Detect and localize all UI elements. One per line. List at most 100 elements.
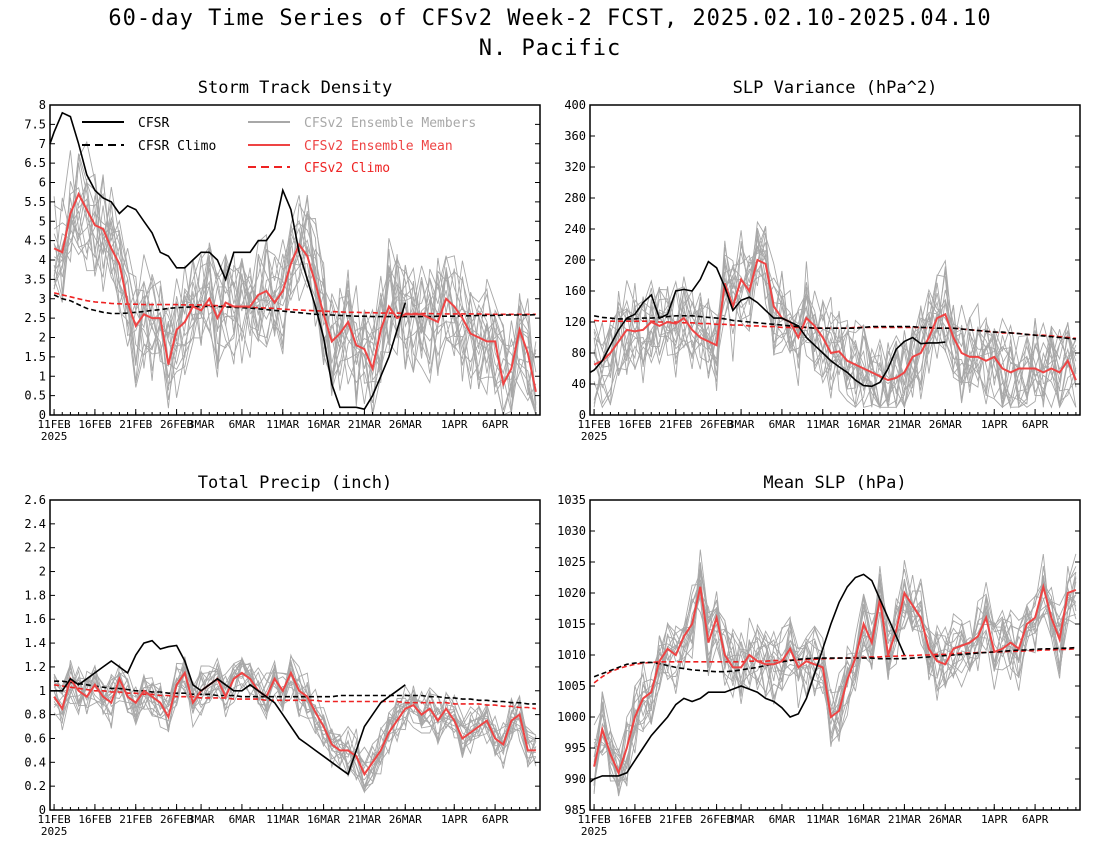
panel-total-precip: Total Precip (inch) 0 0.2 0.4 0.6 0.8 1 1.2 1.4 1… — [24, 473, 541, 838]
x-tick-label: 1APR — [981, 418, 1008, 431]
x-tick-label: 3MAR — [728, 418, 755, 431]
x-tick-label: 6APR — [482, 813, 509, 826]
y-tick-label: 0.5 — [24, 389, 46, 403]
ensemble-member-line — [593, 562, 1077, 787]
y-tick-label: 985 — [564, 803, 586, 817]
y-tick-label: 1005 — [557, 679, 586, 693]
x-tick-label: 26FEB — [700, 813, 733, 826]
ensemble-member-line — [53, 195, 537, 414]
y-tick-label: 1.8 — [24, 588, 46, 602]
x-tick-label: 3MAR — [188, 813, 215, 826]
x-tick-label: 26FEB — [160, 418, 193, 431]
x-tick-label: 21MAR — [348, 813, 381, 826]
x-tick-label: 16FEB — [78, 418, 111, 431]
y-tick-label: 1015 — [557, 617, 586, 631]
y-tick-label: 4 — [39, 253, 46, 267]
x-tick-label: 6MAR — [229, 813, 256, 826]
y-tick-label: 0 — [579, 408, 586, 422]
x-tick-label: 26FEB — [700, 418, 733, 431]
y-tick-label: 360 — [564, 129, 586, 143]
x-tick-label: 26MAR — [389, 813, 422, 826]
y-tick-label: 1.6 — [24, 612, 46, 626]
y-tick-label: 3.5 — [24, 272, 46, 286]
ensemble-member-line — [593, 549, 1077, 773]
ensemble-member-line — [53, 140, 537, 416]
x-tick-label: 11FEB — [38, 813, 71, 826]
ensemble-member-line — [593, 234, 1077, 408]
ensemble-member-line — [53, 182, 537, 406]
y-tick-label: 0.2 — [24, 779, 46, 793]
x-tick-label: 11MAR — [266, 813, 299, 826]
x-tick-label: 26FEB — [160, 813, 193, 826]
x-tick-label: 16MAR — [847, 418, 880, 431]
x-tick-label: 21MAR — [888, 418, 921, 431]
ensemble-member-line — [593, 566, 1077, 786]
y-tick-label: 1010 — [557, 648, 586, 662]
x-tick-label: 11FEB — [578, 418, 611, 431]
x-tick-label: 6APR — [482, 418, 509, 431]
ensemble-member-line — [53, 174, 537, 395]
y-tick-label: 200 — [564, 253, 586, 267]
y-tick-label: 990 — [564, 772, 586, 786]
legend-label-cfsr-climo: CFSR Climo — [138, 139, 216, 154]
panel-mean-slp: Mean SLP (hPa) 985 990 995 1000 1005 1010 1015 1… — [557, 473, 1081, 838]
ensemble-member-line — [593, 571, 1077, 756]
x-tick-label: 16FEB — [618, 813, 651, 826]
x-tick-label: 16FEB — [78, 813, 111, 826]
y-tick-label: 7 — [39, 137, 46, 151]
ensemble-members — [593, 549, 1077, 797]
cfsr-line — [589, 260, 946, 388]
y-tick-label: 2.2 — [24, 541, 46, 555]
y-tick-label: 2.6 — [24, 493, 46, 507]
cfsr-climo-line — [54, 680, 536, 705]
ensemble-member-line — [593, 565, 1077, 792]
cfsr-climo-line — [53, 294, 536, 318]
figure-title: 60-day Time Series of CFSv2 Week-2 FCST,… — [108, 6, 992, 31]
y-tick-label: 160 — [564, 284, 586, 298]
x-tick-label: 21MAR — [348, 418, 381, 431]
x-tick-label: 6MAR — [769, 813, 796, 826]
cfsv2-climo-line — [53, 684, 537, 710]
y-tick-label: 7.5 — [24, 117, 46, 131]
cfsr-climo-line — [593, 314, 1076, 340]
y-tick-label: 5.5 — [24, 195, 46, 209]
ensemble-member-line — [593, 220, 1077, 409]
ensemble-member-line — [593, 573, 1077, 786]
y-tick-label: 1000 — [557, 710, 586, 724]
legend-label-cfsv2-climo: CFSv2 Climo — [304, 161, 390, 176]
ensemble-mean-line — [53, 670, 536, 777]
y-tick-label: 1.5 — [24, 350, 46, 364]
x-tick-label: 6MAR — [229, 418, 256, 431]
ensemble-member-line — [593, 571, 1077, 797]
x-tick-label: 16FEB — [618, 418, 651, 431]
x-tick-label: 16MAR — [847, 813, 880, 826]
y-tick-label: 240 — [564, 222, 586, 236]
y-tick-label: 280 — [564, 191, 586, 205]
y-tick-label: 120 — [564, 315, 586, 329]
x-year-label: 2025 — [581, 430, 608, 443]
ensemble-mean-line — [593, 582, 1077, 776]
y-tick-label: 4.5 — [24, 234, 46, 248]
x-tick-label: 11FEB — [38, 418, 71, 431]
y-tick-label: 1020 — [557, 586, 586, 600]
cfsr-line — [589, 573, 906, 783]
ensemble-member-line — [53, 653, 537, 783]
ensemble-member-line — [593, 569, 1077, 783]
legend-label-ens-mean: CFSv2 Ensemble Mean — [304, 139, 453, 154]
x-year-label: 2025 — [41, 825, 68, 838]
x-tick-label: 26MAR — [929, 813, 962, 826]
y-tick-label: 2 — [39, 565, 46, 579]
x-tick-label: 21FEB — [659, 813, 692, 826]
x-tick-label: 26MAR — [389, 418, 422, 431]
ensemble-member-line — [53, 197, 537, 416]
y-tick-label: 1.2 — [24, 660, 46, 674]
x-tick-label: 6APR — [1022, 813, 1049, 826]
y-tick-label: 6 — [39, 176, 46, 190]
legend: CFSR CFSR Climo CFSv2 Ensemble Members CFSv… — [82, 116, 476, 176]
ensemble-members — [53, 653, 537, 794]
ensemble-member-line — [593, 232, 1077, 409]
cfsr-line — [50, 639, 406, 776]
panel-storm-track-density: Storm Track Density 0 0.5 1 1.5 2 2.5 3 3.5 4 4.5 5… — [24, 78, 541, 443]
y-tick-label: 8 — [39, 98, 46, 112]
